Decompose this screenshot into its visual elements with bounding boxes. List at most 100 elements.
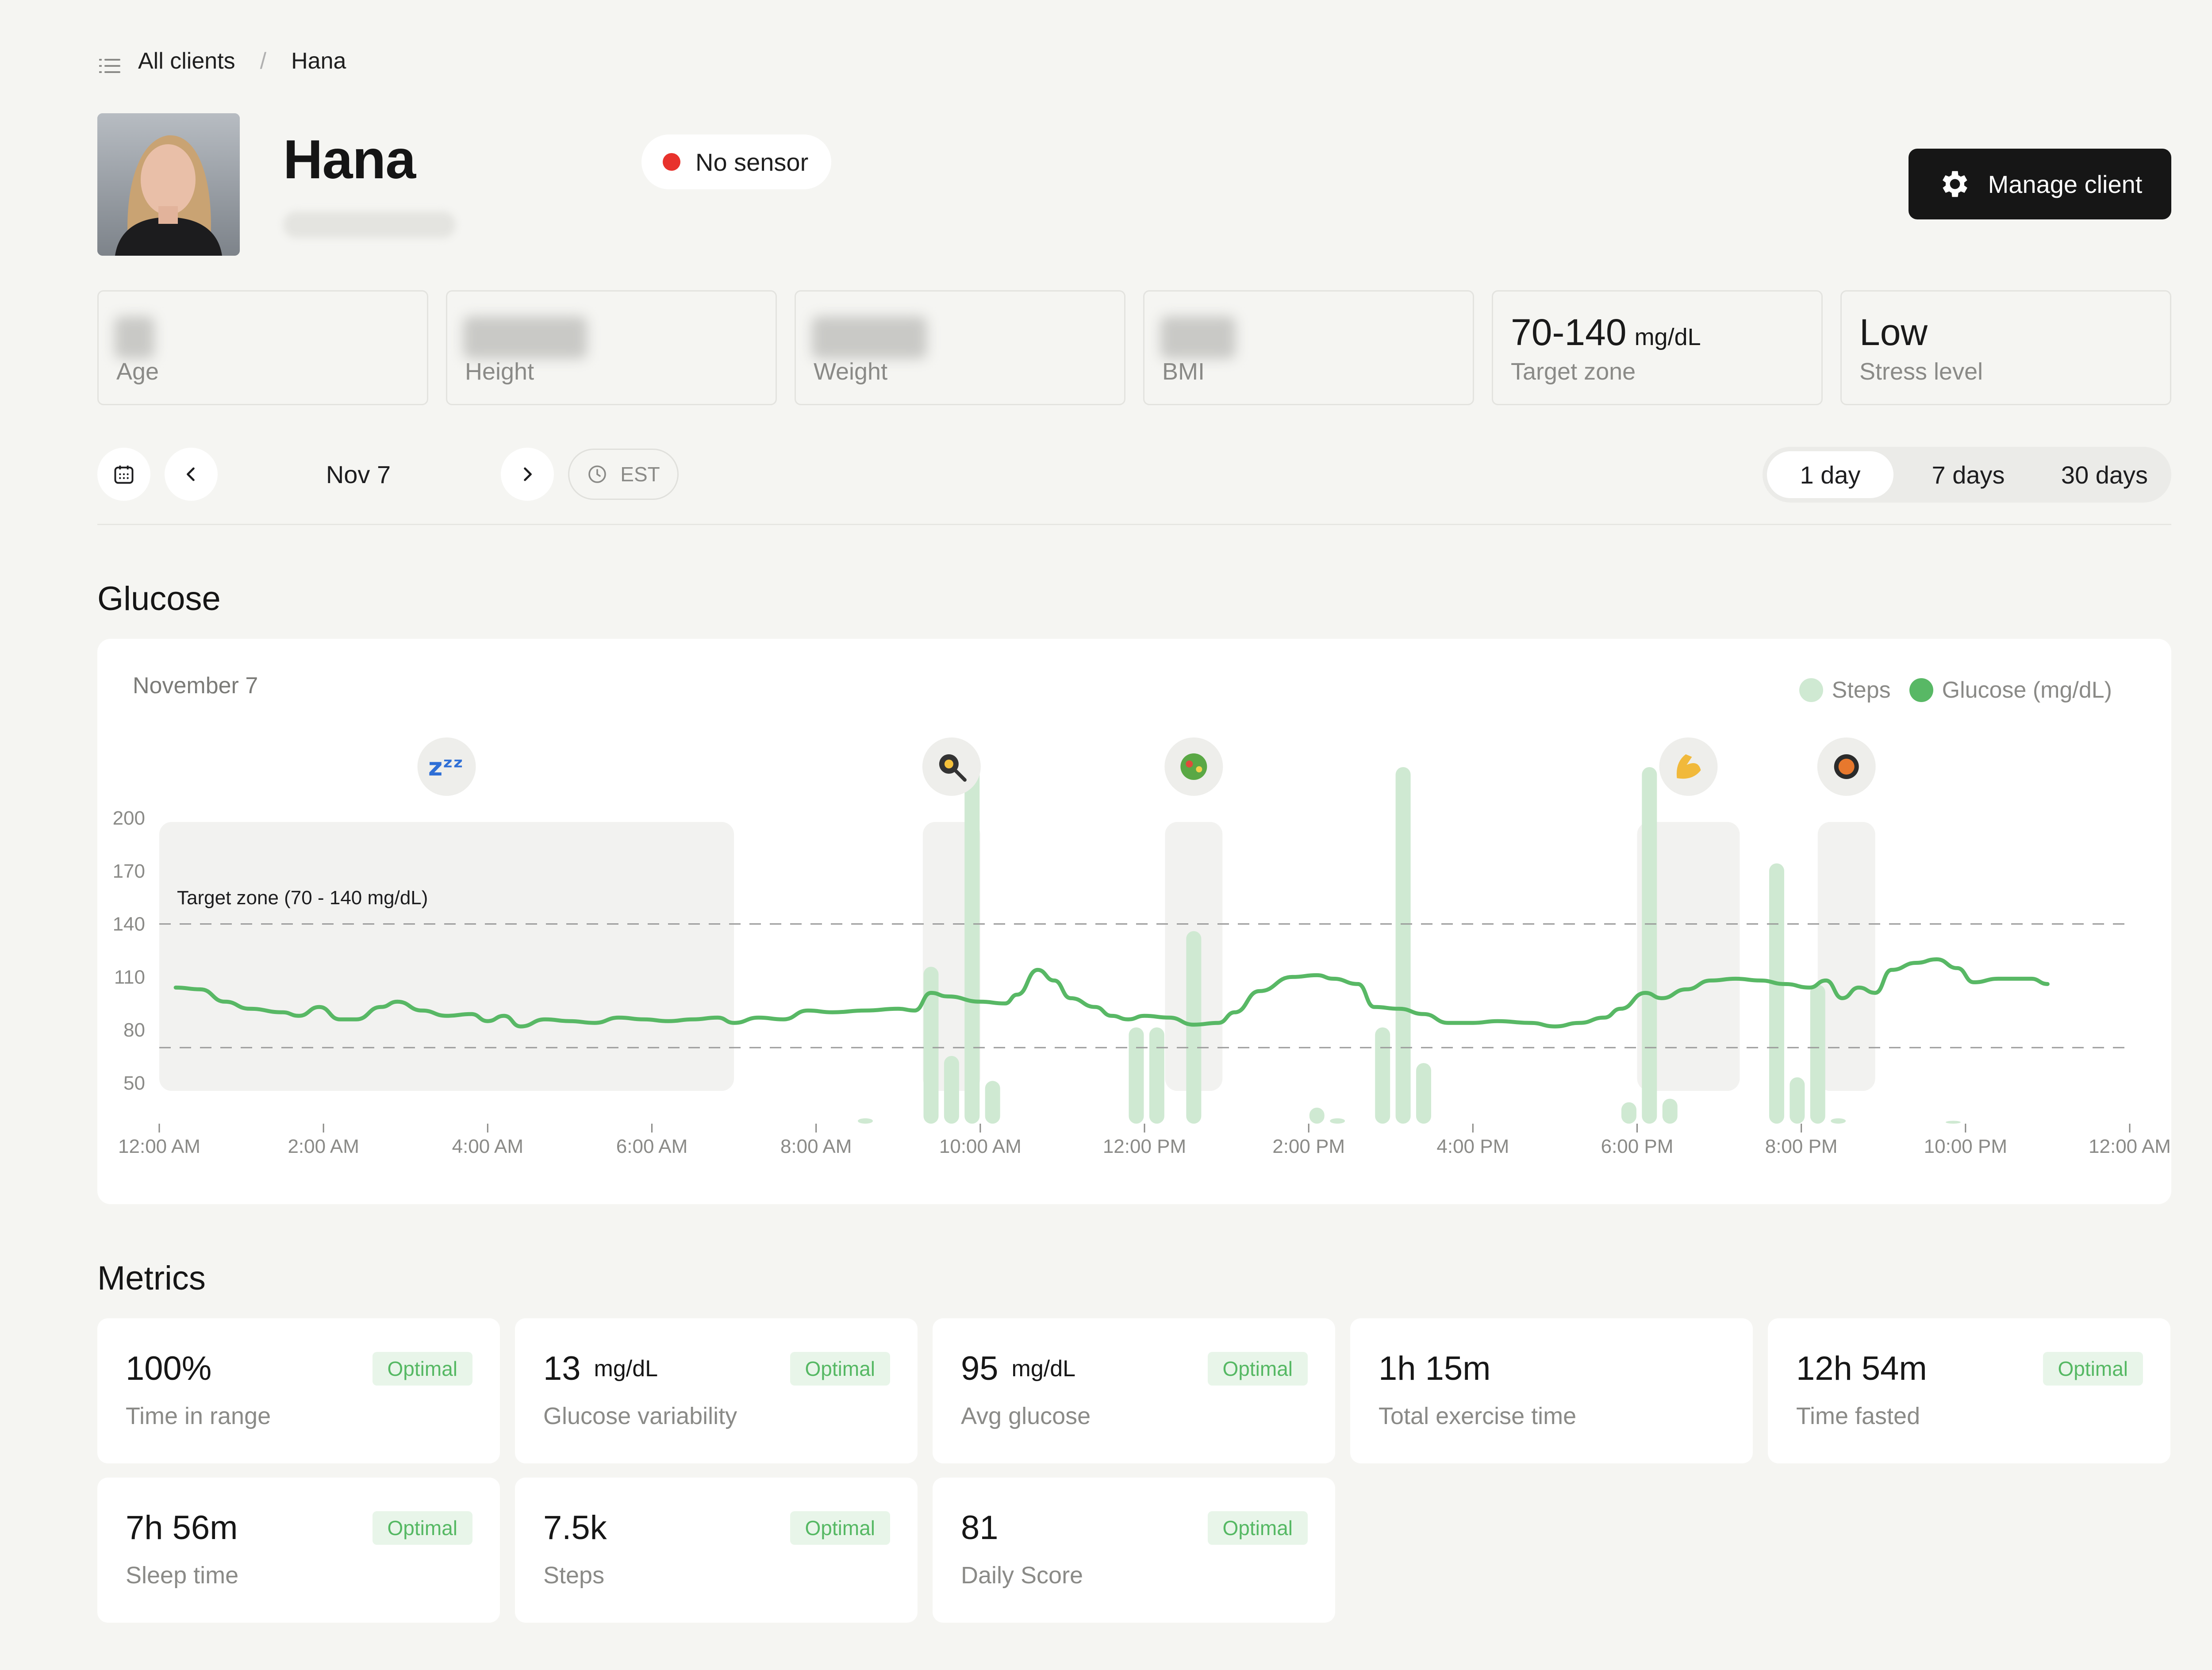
steps-bar — [1129, 1027, 1144, 1124]
metric-value-number: 100% — [126, 1350, 212, 1387]
gear-icon — [1942, 171, 1967, 197]
x-tick-label: 12:00 AM — [2089, 1136, 2171, 1157]
manage-client-button[interactable]: Manage client — [1909, 149, 2171, 219]
metric-value: 12h 54m — [1796, 1349, 1927, 1388]
metric-card: 13 mg/dL Glucose variability Optimal — [515, 1318, 918, 1463]
metric-value-number: 95 — [961, 1350, 998, 1387]
steps-bar — [944, 1056, 959, 1124]
sleep-icon[interactable]: zᶻᶻ — [417, 737, 476, 796]
y-tick-label: 80 — [123, 1019, 145, 1041]
y-tick-label: 140 — [113, 914, 145, 935]
chevron-right-icon — [524, 467, 532, 481]
x-tick-label: 10:00 AM — [939, 1136, 1022, 1157]
metric-label: Glucose variability — [543, 1403, 737, 1429]
list-icon — [99, 53, 120, 73]
breadcrumb-separator: / — [260, 48, 267, 74]
metric-value-number: 1h 15m — [1379, 1350, 1491, 1387]
legend-label: Steps — [1832, 677, 1891, 703]
stat-value-number: 70-140 — [1511, 311, 1627, 353]
steps-bar — [1186, 931, 1202, 1124]
stat-label: Height — [465, 358, 534, 385]
steps-bar — [1375, 1027, 1390, 1124]
steps-bar — [1810, 984, 1825, 1124]
steps-bar — [858, 1118, 873, 1124]
steps-bar — [1330, 1118, 1345, 1124]
status-dot-icon — [663, 153, 680, 171]
target-zone-label: Target zone (70 - 140 mg/dL) — [177, 887, 428, 909]
exercise-icon[interactable] — [1659, 737, 1718, 796]
stat-unit: mg/dL — [1634, 324, 1701, 350]
status-badge: Optimal — [2043, 1352, 2143, 1386]
x-tick-label: 6:00 AM — [616, 1136, 687, 1157]
glucose-line — [173, 957, 2050, 1029]
x-tick-label: 12:00 AM — [118, 1136, 200, 1157]
divider — [97, 524, 2171, 525]
steps-bar — [1945, 1121, 1961, 1124]
current-date-label[interactable]: Nov 7 — [326, 461, 391, 488]
client-name: Hana — [283, 129, 416, 190]
timezone-selector[interactable]: EST — [568, 449, 679, 500]
glucose-chart: Target zone (70 - 140 mg/dL) 50 80 110 140 17… — [113, 737, 2171, 1157]
range-option-30-days[interactable]: 30 days — [2061, 461, 2148, 489]
breakfast-icon[interactable] — [922, 737, 981, 796]
steps-bar — [1149, 1027, 1164, 1124]
status-badge: Optimal — [372, 1511, 472, 1545]
next-day-button[interactable] — [501, 448, 554, 501]
dinner-icon[interactable] — [1817, 737, 1876, 796]
metric-value-number: 12h 54m — [1796, 1350, 1927, 1387]
metric-value: 13 mg/dL — [543, 1349, 658, 1388]
stat-label: Weight — [814, 358, 888, 385]
metric-value: 95 mg/dL — [961, 1349, 1075, 1388]
metric-label: Time fasted — [1796, 1403, 1920, 1429]
steps-bar — [1662, 1098, 1678, 1124]
metric-value: 7.5k — [543, 1509, 607, 1547]
range-option-7-days[interactable]: 7 days — [1932, 461, 2005, 489]
clock-icon — [588, 465, 607, 483]
metric-label: Sleep time — [126, 1562, 239, 1589]
stat-label: Age — [116, 358, 159, 385]
metric-label: Avg glucose — [961, 1403, 1091, 1429]
steps-bar — [1621, 1102, 1636, 1124]
redacted-value — [463, 316, 587, 359]
tomato-glyph — [1186, 760, 1193, 768]
corn-glyph — [1196, 766, 1202, 772]
steps-bar — [1642, 767, 1657, 1124]
metric-value-number: 7h 56m — [126, 1509, 238, 1547]
metric-card: 7.5k Steps Optimal — [515, 1478, 918, 1623]
stat-value: 70-140 mg/dL — [1511, 311, 1701, 354]
range-option-1-day[interactable]: 1 day — [1767, 451, 1893, 498]
metric-card: 81 Daily Score Optimal — [933, 1478, 1335, 1623]
calendar-icon — [114, 465, 134, 484]
metric-value: 81 — [961, 1509, 998, 1547]
metric-card: 1h 15m Total exercise time — [1350, 1318, 1753, 1463]
calendar-button[interactable] — [97, 448, 150, 501]
legend-swatch-steps — [1799, 678, 1823, 702]
chart-legend: Steps Glucose (mg/dL) — [1781, 677, 2112, 703]
glucose-section-title: Glucose — [97, 580, 221, 618]
event-shade — [1817, 822, 1875, 1091]
previous-day-button[interactable] — [165, 448, 218, 501]
steps-bar — [1790, 1077, 1805, 1124]
legend-item-glucose: Glucose (mg/dL) — [1909, 677, 2112, 703]
sleep-glyph: zᶻᶻ — [428, 753, 463, 782]
egg-glyph — [944, 760, 953, 768]
glucose-chart-card: Target zone (70 - 140 mg/dL) 50 80 110 140 17… — [97, 639, 2171, 1204]
steps-bar — [964, 767, 980, 1124]
x-tick-label: 2:00 AM — [288, 1136, 359, 1157]
metric-value: 1h 15m — [1379, 1349, 1491, 1388]
chevron-left-icon — [187, 467, 195, 481]
x-tick-label: 8:00 PM — [1765, 1136, 1838, 1157]
event-shade — [1637, 822, 1740, 1091]
steps-bar — [1395, 767, 1411, 1124]
metrics-section-title: Metrics — [97, 1259, 206, 1297]
timezone-label: EST — [620, 463, 660, 486]
salad-icon[interactable] — [1164, 737, 1223, 796]
steps-bar — [1309, 1107, 1325, 1124]
metric-value: 7h 56m — [126, 1509, 238, 1547]
breadcrumb-all-clients-link[interactable]: All clients — [138, 48, 235, 74]
x-tick-label: 12:00 PM — [1103, 1136, 1186, 1157]
steps-bar — [1769, 863, 1784, 1124]
manage-client-label: Manage client — [1988, 170, 2143, 198]
legend-swatch-glucose — [1909, 678, 1933, 702]
stat-value: Low — [1859, 311, 1928, 353]
